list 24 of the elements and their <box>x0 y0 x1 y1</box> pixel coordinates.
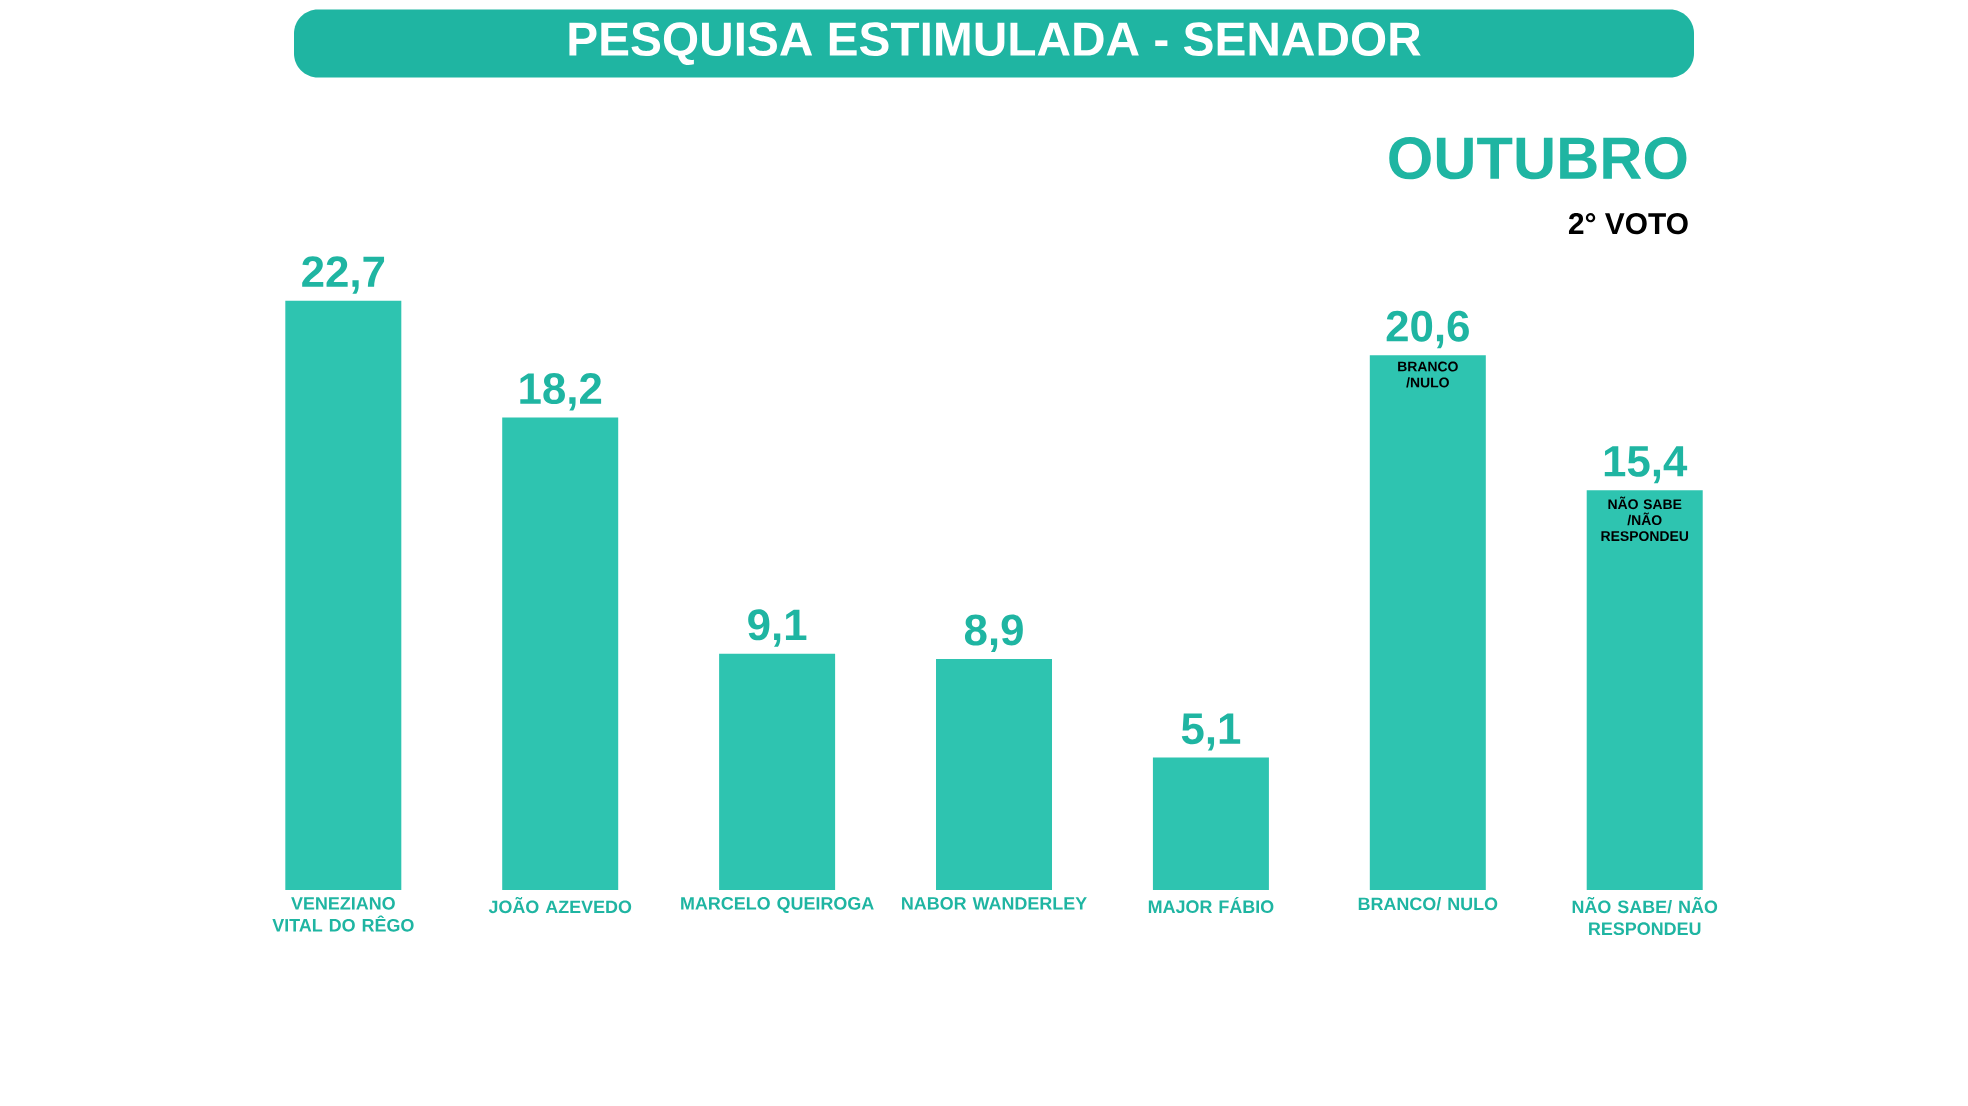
text: 2° VOTO <box>1568 213 1688 235</box>
bar <box>936 658 1053 890</box>
bar <box>1586 490 1703 890</box>
x-tick-label: MARCELO QUEIROGA <box>681 897 874 914</box>
bar <box>502 417 619 890</box>
bar <box>1152 757 1269 890</box>
data-label: 5,1 <box>1181 713 1241 751</box>
data-label: 9,1 <box>748 609 807 647</box>
data-label: 20,6 <box>1386 310 1469 349</box>
chart-title: PESQUISA ESTIMULADA - SENADOR <box>569 22 1421 66</box>
x-tick-label: JOÃO AZEVEDO <box>488 897 632 914</box>
x-tick-label: NABOR WANDERLEY <box>902 897 1087 910</box>
data-label: 15,4 <box>1604 446 1688 484</box>
data-label: 22,7 <box>302 256 385 294</box>
data-label: 8,9 <box>964 614 1023 652</box>
bar <box>719 653 836 890</box>
chart-subtitle: OUTUBRO <box>1389 137 1687 180</box>
x-tick-label: VENEZIANO VITAL DO RÊGO <box>272 897 414 932</box>
x-tick-label: MAJOR FÁBIO <box>1148 896 1274 914</box>
data-label: 18,2 <box>520 373 602 411</box>
x-tick-label: BRANCO/ NULO <box>1358 897 1498 911</box>
bar <box>285 300 402 890</box>
x-tick-label: NÃO SABE/ NÃO RESPONDEU <box>1572 897 1718 936</box>
bar <box>1369 355 1486 890</box>
